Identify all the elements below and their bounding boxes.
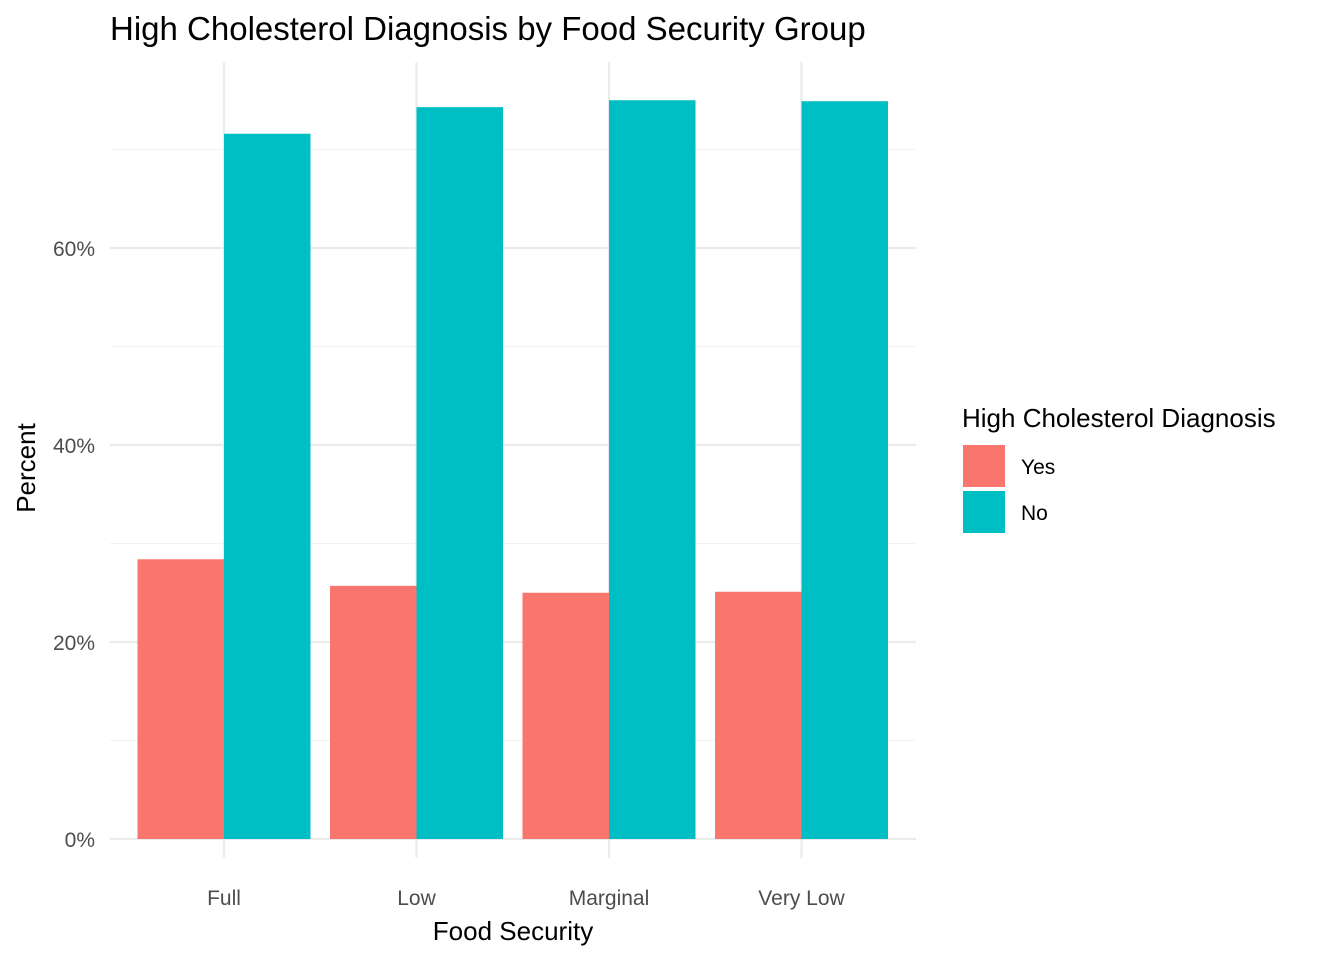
bar-no-very-low	[801, 101, 888, 840]
y-tick-label: 0%	[65, 829, 95, 852]
x-axis-title: Food Security	[433, 916, 593, 946]
legend-key-no	[963, 491, 1005, 533]
x-tick-label: Low	[397, 887, 436, 910]
y-axis-tick-labels: 0% 20% 40% 60%	[53, 238, 95, 852]
legend-label-no: No	[1021, 502, 1048, 525]
bar-no-low	[416, 107, 503, 839]
y-tick-label: 60%	[53, 238, 95, 261]
bar-yes-very-low	[715, 591, 802, 839]
x-tick-label: Marginal	[569, 887, 650, 910]
bar-no-full	[224, 133, 311, 840]
bar-no-marginal	[609, 100, 696, 839]
legend-title: High Cholesterol Diagnosis	[962, 403, 1276, 433]
bars	[137, 100, 888, 840]
bar-yes-low	[330, 585, 417, 839]
legend: High Cholesterol Diagnosis Yes No	[962, 403, 1276, 533]
bar-yes-full	[137, 559, 224, 839]
chart-title: High Cholesterol Diagnosis by Food Secur…	[110, 10, 866, 47]
y-axis-title: Percent	[11, 422, 41, 512]
y-tick-label: 20%	[53, 632, 95, 655]
x-tick-label: Full	[207, 887, 241, 910]
x-axis-tick-labels: Full Low Marginal Very Low	[207, 887, 845, 910]
legend-label-yes: Yes	[1021, 456, 1055, 479]
x-tick-label: Very Low	[758, 887, 845, 910]
legend-key-yes	[963, 445, 1005, 487]
y-tick-label: 40%	[53, 435, 95, 458]
bar-yes-marginal	[522, 592, 609, 839]
